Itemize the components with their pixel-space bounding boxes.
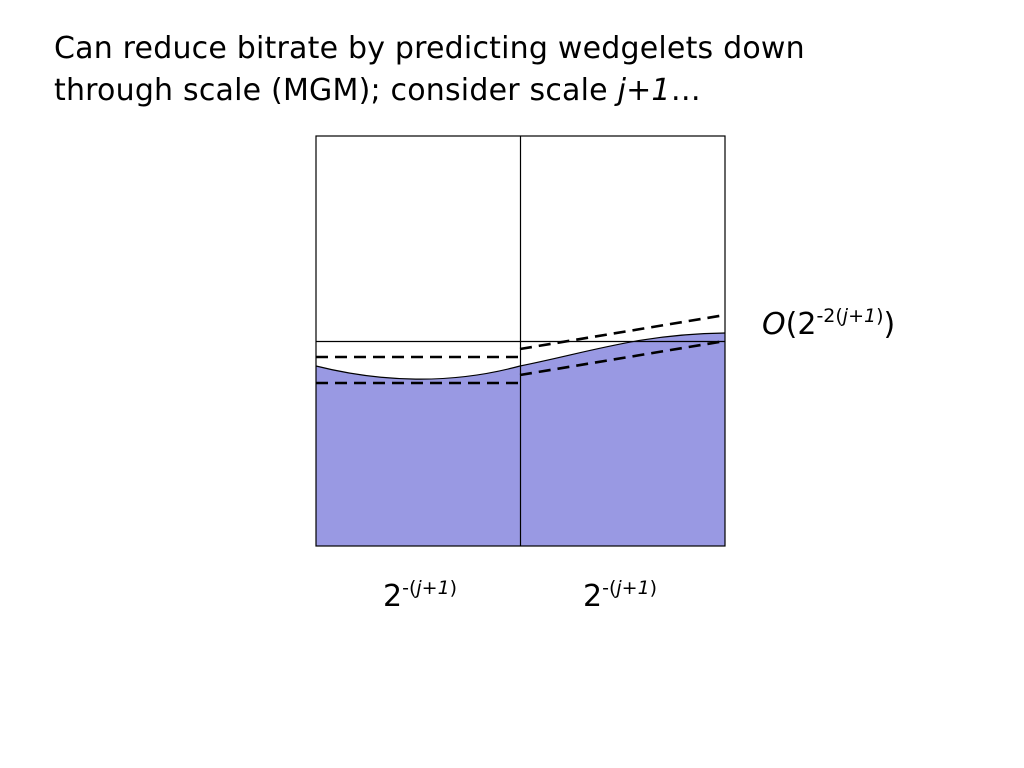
scale-exponent-suffix: ) <box>449 577 458 599</box>
right-lower-dashed-wedgelet <box>519 339 726 377</box>
slide-title: Can reduce bitrate by predicting wedgele… <box>54 28 984 112</box>
right-block-scale-label: 2-(j+1) <box>583 577 657 617</box>
title-line-2-prefix: through scale (MGM); consider scale <box>54 73 618 108</box>
title-scale-variable: j+1 <box>617 73 671 108</box>
scale-base: 2 <box>583 579 603 614</box>
error-exponent-variable: j+1 <box>842 305 877 327</box>
scale-exponent: -(j+1) <box>602 577 657 599</box>
close-paren: ) <box>883 307 896 342</box>
right-upper-dashed-wedgelet <box>519 313 726 351</box>
error-order-label: O(2-2(j+1)) <box>762 305 896 345</box>
big-o-symbol: O <box>762 307 786 342</box>
left-block-scale-label: 2-(j+1) <box>383 577 457 617</box>
error-exponent-prefix: -2( <box>816 305 843 327</box>
open-paren: ( <box>785 307 798 342</box>
scale-exponent-prefix: -( <box>602 577 617 599</box>
error-exponent-suffix: ) <box>876 305 884 327</box>
scale-exponent-suffix: ) <box>649 577 658 599</box>
scale-exponent: -(j+1) <box>402 577 457 599</box>
error-exponent: -2(j+1) <box>816 305 883 327</box>
scale-base: 2 <box>383 579 403 614</box>
scale-exponent-prefix: -( <box>402 577 417 599</box>
title-line-2-suffix: … <box>670 73 701 108</box>
title-line-2: through scale (MGM); consider scale j+1… <box>54 70 984 112</box>
scale-exponent-variable: j+1 <box>616 577 650 599</box>
scale-exponent-variable: j+1 <box>416 577 450 599</box>
error-base: 2 <box>797 307 817 342</box>
title-line-1: Can reduce bitrate by predicting wedgele… <box>54 31 805 66</box>
